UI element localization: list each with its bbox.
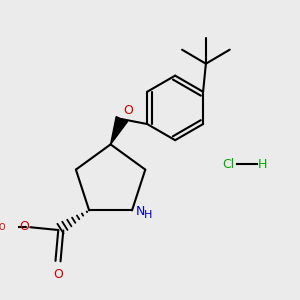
- Text: H: H: [257, 158, 267, 170]
- Polygon shape: [111, 117, 128, 144]
- Text: O: O: [53, 268, 63, 281]
- Text: Cl: Cl: [222, 158, 235, 170]
- Text: O: O: [19, 220, 29, 233]
- Text: H: H: [144, 210, 152, 220]
- Text: O: O: [0, 223, 5, 232]
- Text: N: N: [136, 205, 145, 218]
- Text: O: O: [123, 104, 133, 117]
